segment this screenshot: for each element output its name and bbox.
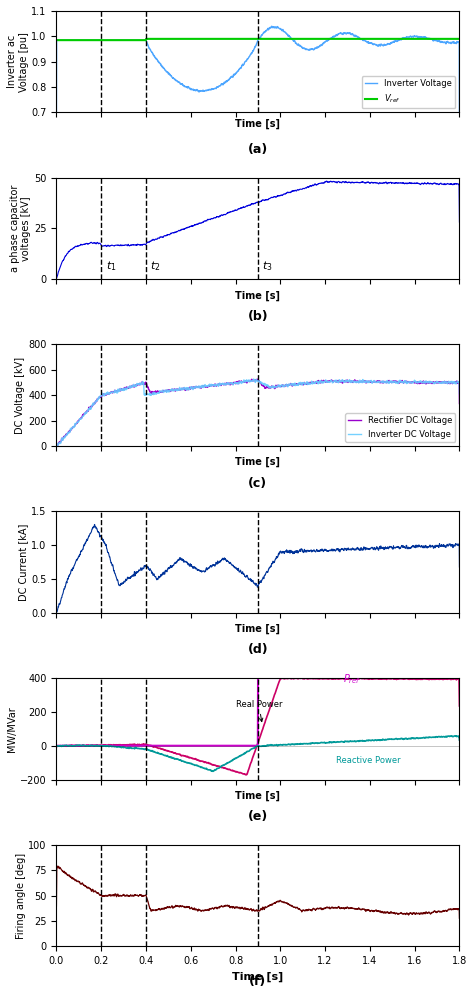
$V_{ref}$ [143, 33, 149, 45]
Legend: Rectifier DC Voltage, Inverter DC Voltage: Rectifier DC Voltage, Inverter DC Voltag… [345, 413, 455, 442]
Line: Inverter DC Voltage: Inverter DC Voltage [56, 379, 459, 446]
Line: Inverter Voltage: Inverter Voltage [56, 26, 459, 125]
Inverter Voltage [456, 119, 462, 131]
Inverter DC Voltage [54, 440, 59, 452]
Text: (d): (d) [247, 643, 268, 656]
$V_{ref}$ [250, 33, 255, 45]
Inverter Voltage [445, 36, 451, 48]
Inverter Voltage [445, 36, 451, 48]
Text: Reactive Power: Reactive Power [336, 757, 401, 766]
Rectifier DC Voltage [250, 375, 255, 387]
Text: (c): (c) [248, 477, 267, 490]
Rectifier DC Voltage [255, 373, 260, 385]
Line: Rectifier DC Voltage: Rectifier DC Voltage [56, 379, 459, 446]
Inverter DC Voltage [251, 373, 256, 385]
Inverter Voltage [74, 34, 80, 46]
Inverter Voltage [239, 60, 245, 72]
Y-axis label: a phase capacitor
voltages [kV]: a phase capacitor voltages [kV] [10, 184, 31, 272]
Inverter DC Voltage [456, 388, 462, 400]
$V_{ref}$ [74, 34, 80, 46]
Inverter DC Voltage [445, 376, 451, 388]
Text: $P_{ref}$: $P_{ref}$ [343, 672, 361, 686]
Y-axis label: DC Voltage [kV]: DC Voltage [kV] [16, 357, 26, 434]
Y-axis label: Firing angle [deg]: Firing angle [deg] [16, 852, 26, 938]
Y-axis label: DC Current [kA]: DC Current [kA] [18, 523, 28, 601]
Rectifier DC Voltage [456, 398, 462, 410]
Inverter Voltage [269, 20, 274, 32]
Text: (a): (a) [248, 143, 268, 156]
X-axis label: Time [s]: Time [s] [236, 458, 281, 468]
Rectifier DC Voltage [445, 378, 451, 390]
Text: $t_1$: $t_1$ [106, 259, 116, 273]
$V_{ref}$ [239, 33, 245, 45]
Rectifier DC Voltage [239, 376, 245, 388]
Rectifier DC Voltage [371, 375, 377, 387]
Text: $t_2$: $t_2$ [150, 259, 161, 273]
X-axis label: Time [s]: Time [s] [236, 119, 281, 129]
Inverter Voltage [371, 38, 377, 50]
Inverter DC Voltage [239, 377, 245, 389]
Y-axis label: MW/MVar: MW/MVar [7, 706, 17, 752]
Inverter DC Voltage [371, 375, 377, 387]
Rectifier DC Voltage [74, 417, 80, 429]
$V_{ref}$ [445, 33, 451, 45]
X-axis label: Time [s]: Time [s] [232, 972, 283, 982]
Inverter DC Voltage [249, 375, 255, 387]
Text: (e): (e) [248, 810, 268, 824]
Text: (b): (b) [247, 310, 268, 323]
Text: (f): (f) [249, 975, 266, 988]
Rectifier DC Voltage [445, 377, 451, 389]
Inverter DC Voltage [74, 417, 80, 429]
Rectifier DC Voltage [54, 440, 60, 452]
Rectifier DC Voltage [54, 440, 59, 452]
Inverter Voltage [54, 118, 59, 130]
$V_{ref}$ [54, 34, 59, 46]
X-axis label: Time [s]: Time [s] [236, 624, 281, 634]
X-axis label: Time [s]: Time [s] [236, 290, 281, 301]
Text: Real Power: Real Power [236, 700, 282, 722]
X-axis label: Time [s]: Time [s] [236, 791, 281, 801]
Line: $V_{ref}$: $V_{ref}$ [56, 39, 459, 40]
Inverter DC Voltage [445, 377, 451, 389]
Legend: Inverter Voltage, $V_{ref}$: Inverter Voltage, $V_{ref}$ [362, 76, 455, 109]
Y-axis label: Inverter ac
Voltage [pu]: Inverter ac Voltage [pu] [7, 32, 28, 92]
$V_{ref}$ [371, 33, 377, 45]
$V_{ref}$ [445, 33, 451, 45]
Text: $t_3$: $t_3$ [263, 259, 273, 273]
$V_{ref}$ [456, 33, 462, 45]
Inverter Voltage [249, 46, 255, 58]
